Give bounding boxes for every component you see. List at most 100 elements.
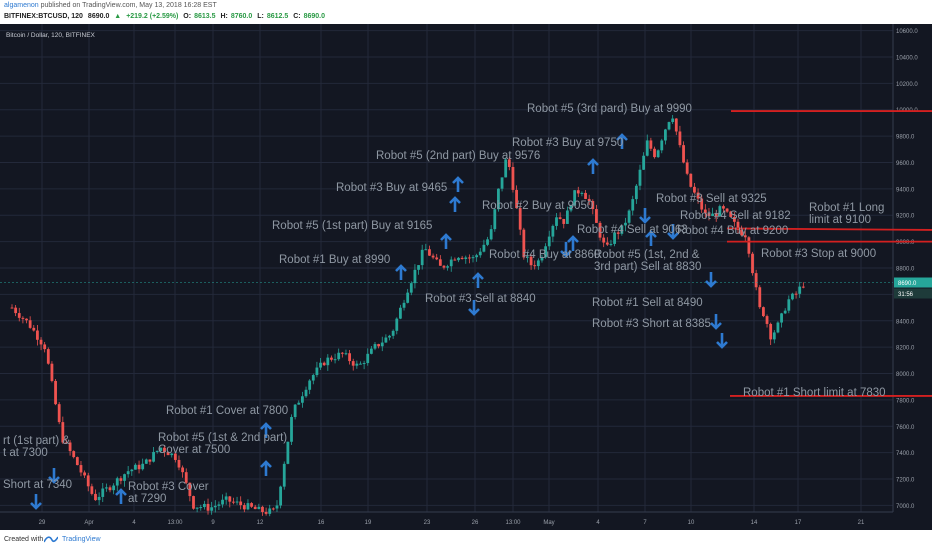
candle-body [547, 236, 551, 247]
candle-body [794, 293, 798, 295]
candle-body [631, 199, 635, 211]
candle-body [10, 307, 14, 309]
candle-body [762, 307, 765, 317]
candle-body [337, 352, 341, 360]
candle-body [453, 259, 457, 261]
x-tick-label: 4 [596, 520, 600, 526]
annotation-label: Robot #5 (1st part) Buy at 9165 [272, 220, 432, 232]
candle-body [431, 255, 435, 258]
footer: Created with TradingView [0, 530, 932, 550]
candle-body [580, 192, 584, 194]
candle-body [482, 244, 486, 252]
candle-body [682, 145, 685, 163]
candle-body [642, 155, 646, 170]
author-link[interactable]: algamenon [4, 2, 39, 9]
annotation-label: Robot #5 (2nd part) Buy at 9576 [376, 150, 540, 162]
candle-body [115, 478, 119, 486]
candle-body [250, 503, 253, 507]
candle-body [130, 469, 134, 472]
candle-body [275, 505, 279, 509]
x-tick-label: 16 [318, 520, 325, 526]
arrow-down-icon [48, 468, 60, 484]
y-tick-label: 8000.0 [896, 372, 915, 378]
candle-body [388, 335, 391, 338]
price-chart[interactable]: 7000.0 7200.0 7400.0 7600.0 7800.0 8000.0 8200… [0, 24, 932, 530]
candle-body [769, 323, 773, 340]
candle-body [261, 506, 264, 513]
arrow-down-icon [710, 314, 722, 330]
y-tick-label: 9600.0 [896, 161, 915, 167]
candle-body [333, 359, 337, 361]
candle-body [565, 210, 569, 224]
tradingview-brand[interactable]: TradingView [62, 536, 101, 543]
candle-body [104, 487, 108, 489]
candle-body [700, 198, 704, 210]
candle-body [213, 505, 217, 508]
candle-body [685, 162, 689, 174]
candle-body [359, 363, 362, 365]
candle-body [54, 380, 57, 405]
candle-body [696, 192, 700, 199]
candle-body [257, 506, 261, 510]
candle-body [224, 496, 228, 500]
candle-body [591, 201, 595, 210]
candle-body [75, 457, 79, 466]
candle-body [555, 217, 558, 226]
candle-body [638, 169, 642, 186]
candle-body [315, 367, 319, 376]
candle-body [311, 375, 315, 381]
candle-body [801, 286, 805, 288]
candle-body [90, 486, 94, 494]
annotation-label: Robot #5 (1st, 2nd & [594, 249, 700, 261]
x-tick-label: 23 [424, 520, 431, 526]
candle-body [467, 257, 471, 259]
candle-body [598, 222, 602, 238]
symbol-label: BITFINEX:BTCUSD, 120 [4, 13, 83, 20]
annotation-label: 3rd part) Sell at 8830 [594, 261, 701, 273]
x-tick-label: 19 [365, 520, 372, 526]
candle-body [159, 447, 163, 451]
countdown-tag [894, 288, 932, 299]
candle-body [108, 487, 112, 491]
candle-body [28, 320, 32, 328]
chart-panel[interactable] [0, 24, 932, 530]
last-price-text: 8690.0 [87, 13, 110, 20]
arrow-up-icon [115, 488, 127, 504]
annotation-label: Robot #1 Cover at 7800 [166, 405, 288, 417]
candle-body [355, 363, 359, 366]
candle-body [540, 257, 544, 261]
candle-body [395, 318, 399, 331]
candle-body [693, 186, 696, 193]
candle-body [551, 225, 555, 237]
candle-body [253, 506, 257, 510]
candle-body [61, 422, 65, 443]
candle-body [507, 159, 511, 167]
candle-body [301, 396, 304, 403]
candle-body [449, 259, 453, 267]
candle-body [645, 140, 649, 156]
annotation-label: Robot #1 Sell at 8490 [592, 297, 703, 309]
last-price-label: 8690.0 [898, 281, 917, 287]
candle-body [787, 299, 791, 311]
candle-body [57, 404, 61, 423]
candle-body [442, 265, 446, 268]
arrow-down-icon [716, 333, 728, 349]
candle-body [660, 140, 664, 151]
publish-header: algamenon published on TradingView.com, … [0, 0, 932, 24]
candle-body [460, 257, 464, 259]
candle-body [402, 302, 406, 308]
x-tick-label: 17 [795, 520, 802, 526]
annotation-label: Robot #4 Buy at 9200 [677, 225, 788, 237]
candle-body [210, 507, 214, 511]
annotation-label: at 7290 [128, 493, 166, 505]
candle-body [68, 442, 72, 452]
x-tick-label: 9 [211, 520, 215, 526]
candle-body [384, 337, 388, 343]
close-key: C: [293, 13, 301, 20]
candle-body [293, 404, 297, 418]
created-with-text: Created with [4, 536, 44, 543]
candle-body [664, 129, 667, 141]
candle-body [25, 318, 28, 321]
candle-body [689, 173, 693, 187]
y-tick-label: 9200.0 [896, 214, 915, 220]
